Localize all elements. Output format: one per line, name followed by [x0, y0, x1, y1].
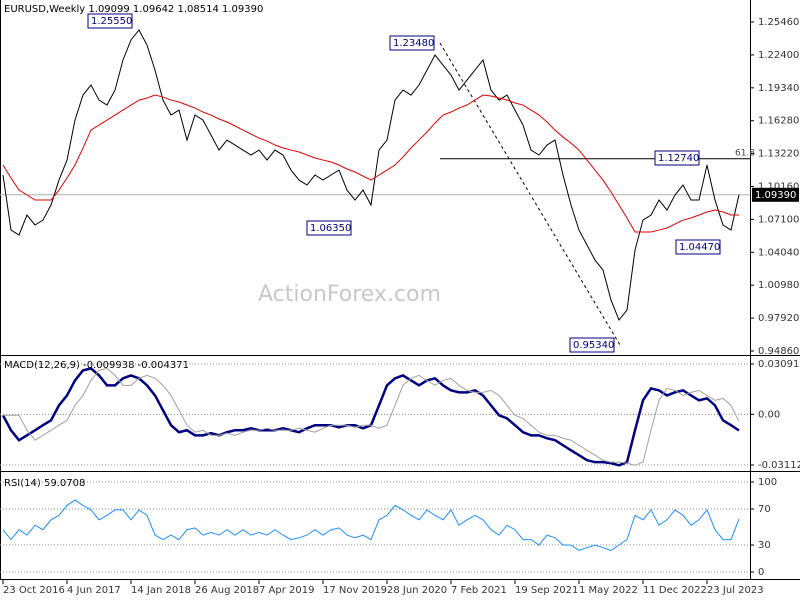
y-tick-label: -0.031124 — [758, 460, 800, 471]
chart-title: EURUSD,Weekly 1.09099 1.09642 1.08514 1.… — [4, 4, 263, 15]
annotation: 1.12740 — [658, 153, 699, 164]
series-line — [2, 499, 740, 551]
annotation-box — [87, 13, 133, 29]
y-tick-label: 1.25460 — [758, 17, 799, 28]
y-tick-label: 1.04040 — [758, 247, 799, 258]
y-tick-label: 1.00980 — [758, 280, 799, 291]
annotation: 1.06350 — [310, 223, 351, 234]
x-tick-label: 1 May 2022 — [579, 585, 638, 596]
y-tick-label: 1.10160 — [758, 182, 799, 193]
fib-label: 61.8 — [735, 148, 755, 158]
y-tick-label: 1.07100 — [758, 214, 799, 225]
y-tick-label: 1.13220 — [758, 149, 799, 160]
series-line — [2, 29, 740, 322]
annotation: 1.25550 — [91, 16, 132, 27]
y-tick-label: 1.16280 — [758, 116, 799, 127]
annotation: 1.23480 — [393, 38, 434, 49]
y-tick-label: 30 — [758, 540, 771, 551]
y-tick-label: 0.00 — [758, 409, 780, 420]
annotation-box — [675, 239, 721, 255]
y-tick-label: 0.94860 — [758, 346, 799, 357]
annotation-box — [569, 337, 615, 353]
annotation-box — [306, 220, 352, 236]
macd-title: MACD(12,26,9) -0.009938 -0.004371 — [4, 360, 189, 371]
x-tick-label: 7 Feb 2021 — [451, 585, 507, 596]
x-tick-label: 11 Dec 2022 — [643, 585, 707, 596]
y-tick-label: 1.19340 — [758, 83, 799, 94]
annotation-box — [389, 35, 435, 51]
x-tick-label: 7 Apr 2019 — [259, 585, 314, 596]
x-tick-label: 26 Aug 2018 — [195, 585, 259, 596]
trend-line — [439, 42, 621, 346]
rsi-title: RSI(14) 59.0708 — [4, 478, 85, 489]
x-tick-label: 23 Oct 2016 — [3, 585, 65, 596]
y-tick-label: 0.030916 — [758, 359, 800, 370]
watermark: ActionForex.com — [258, 282, 441, 307]
x-tick-label: 19 Sep 2021 — [515, 585, 578, 596]
y-tick-label: 70 — [758, 504, 771, 515]
x-tick-label: 17 Nov 2019 — [323, 585, 387, 596]
x-tick-label: 14 Jan 2018 — [131, 585, 191, 596]
annotation: 1.04470 — [679, 242, 720, 253]
x-tick-label: 4 Jun 2017 — [67, 585, 121, 596]
y-tick-label: 0.97920 — [758, 313, 799, 324]
y-tick-label: 0 — [758, 567, 764, 578]
series-line — [2, 94, 739, 233]
series-line — [3, 367, 740, 466]
y-tick-label: 1.22400 — [758, 50, 799, 61]
last-price-label: 1.09390 — [755, 190, 796, 201]
x-tick-label: 23 Jul 2023 — [707, 585, 764, 596]
x-tick-label: 28 Jun 2020 — [387, 585, 447, 596]
y-tick-label: 100 — [758, 477, 777, 488]
annotation: 0.95340 — [573, 340, 614, 351]
annotation-box — [654, 150, 700, 166]
last-price-box — [752, 187, 799, 202]
